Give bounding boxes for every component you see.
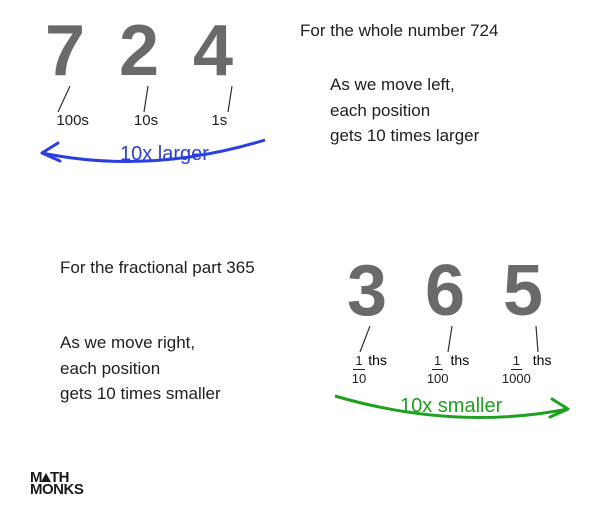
whole-body-l3: gets 10 times larger (330, 123, 479, 149)
fractional-body-l3: gets 10 times smaller (60, 381, 221, 407)
digit-5: 5 (486, 250, 564, 332)
whole-body: As we move left, each position gets 10 t… (330, 72, 479, 149)
fractional-heading: For the fractional part 365 (60, 255, 255, 281)
digit-3: 3 (330, 250, 408, 332)
fractional-number-block: 365 110ths1100ths11000ths 10x smaller (330, 250, 590, 431)
digit-4: 4 (178, 10, 252, 92)
place-label: 10s (109, 112, 182, 129)
fractional-body: As we move right, each position gets 10 … (60, 330, 221, 407)
whole-body-l2: each position (330, 98, 479, 124)
place-fraction: 11000ths (487, 352, 566, 385)
place-labels-bottom: 110ths1100ths11000ths (330, 352, 566, 385)
logo-l2: MONKS (30, 484, 83, 497)
larger-arrow-label: 10x larger (120, 143, 209, 166)
smaller-arrow-label: 10x smaller (400, 395, 502, 418)
digit-7: 7 (30, 10, 104, 92)
digit-6: 6 (408, 250, 486, 332)
number-365: 365 (330, 250, 590, 332)
whole-number-block: 724 100s10s1s 10x larger (30, 10, 280, 175)
digit-2: 2 (104, 10, 178, 92)
fractional-body-l2: each position (60, 356, 221, 382)
math-monks-logo: MTH MONKS (30, 472, 83, 498)
whole-body-l1: As we move left, (330, 72, 479, 98)
place-label: 100s (36, 112, 109, 129)
whole-heading: For the whole number 724 (300, 18, 498, 44)
place-fraction: 110ths (330, 352, 409, 385)
place-label: 1s (183, 112, 256, 129)
place-fraction: 1100ths (409, 352, 488, 385)
number-724: 724 (30, 10, 280, 92)
place-labels-top: 100s10s1s (36, 112, 256, 129)
fractional-body-l1: As we move right, (60, 330, 221, 356)
